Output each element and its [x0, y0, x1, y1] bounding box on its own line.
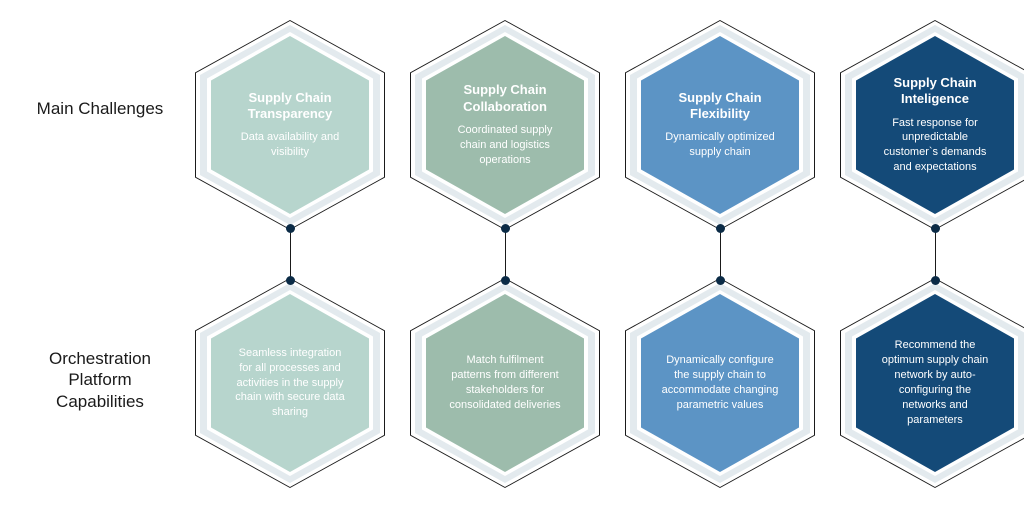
connector-dot	[501, 276, 510, 285]
connector-dot	[501, 224, 510, 233]
hexagon-collaboration-capability: Match fulfilment patterns from different…	[410, 278, 600, 488]
hexagon-flexibility-capability: Dynamically configure the supply chain t…	[625, 278, 815, 488]
hex-body: Dynamically optimized supply chain	[661, 130, 779, 160]
connector-line	[935, 228, 936, 280]
hex-body: Data availability and visibility	[231, 130, 349, 160]
hexagon-intelligence-capability: Recommend the optimum supply chain netwo…	[840, 278, 1024, 488]
row-label-orchestration-capabilities: Orchestration Platform Capabilities	[25, 348, 175, 412]
hex-body: Coordinated supply chain and logistics o…	[446, 123, 564, 168]
hexagon-intelligence-challenge: Supply Chain Inteligence Fast response f…	[840, 20, 1024, 230]
hex-body: Dynamically configure the supply chain t…	[661, 353, 779, 412]
connector-dot	[286, 224, 295, 233]
connector-dot	[931, 224, 940, 233]
hexagon-transparency-capability: Seamless integration for all processes a…	[195, 278, 385, 488]
row-label-main-challenges: Main Challenges	[25, 98, 175, 119]
connector-dot	[716, 276, 725, 285]
hex-title: Supply Chain Flexibility	[661, 90, 779, 123]
hexagon-transparency-challenge: Supply Chain Transparency Data availabil…	[195, 20, 385, 230]
connector-line	[505, 228, 506, 280]
hex-body: Fast response for unpredictable customer…	[876, 116, 994, 175]
hexagon-collaboration-challenge: Supply Chain Collaboration Coordinated s…	[410, 20, 600, 230]
hex-body: Seamless integration for all processes a…	[231, 346, 349, 420]
connector-dot	[286, 276, 295, 285]
diagram-container: Main Challenges Orchestration Platform C…	[0, 0, 1024, 506]
hexagon-flexibility-challenge: Supply Chain Flexibility Dynamically opt…	[625, 20, 815, 230]
hex-title: Supply Chain Collaboration	[446, 82, 564, 115]
connector-line	[720, 228, 721, 280]
connector-dot	[716, 224, 725, 233]
hex-body: Recommend the optimum supply chain netwo…	[876, 338, 994, 427]
hex-title: Supply Chain Inteligence	[876, 75, 994, 108]
connector-line	[290, 228, 291, 280]
connector-dot	[931, 276, 940, 285]
hex-title: Supply Chain Transparency	[231, 90, 349, 123]
hex-body: Match fulfilment patterns from different…	[446, 353, 564, 412]
